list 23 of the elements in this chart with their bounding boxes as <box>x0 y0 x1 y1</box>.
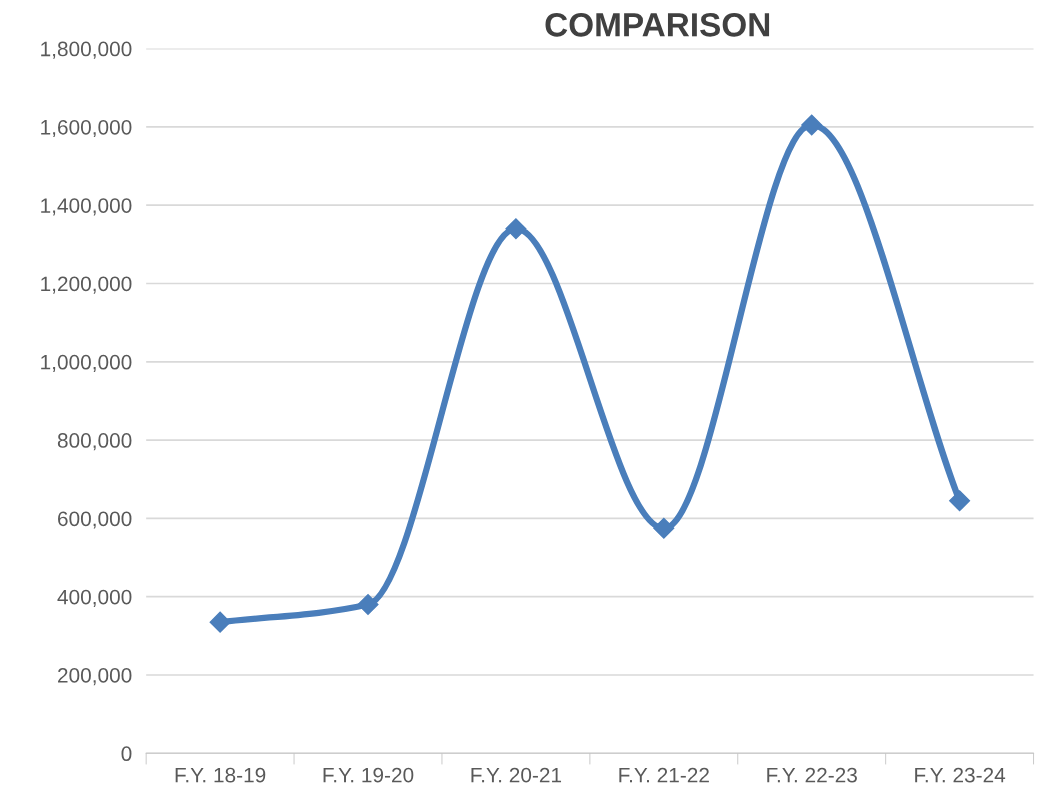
y-tick-label: 200,000 <box>58 668 132 686</box>
x-tick-label: F.Y. 23-24 <box>915 767 1006 783</box>
x-tick-label: F.Y. 18-19 <box>175 767 266 783</box>
y-tick-label: 400,000 <box>57 589 132 607</box>
y-tick-label: 0 <box>121 746 132 762</box>
y-tick-label: 1,400,000 <box>41 198 132 216</box>
x-tick-label: F.Y. 22-23 <box>767 767 857 783</box>
point <box>653 517 675 539</box>
x-tick-label: F.Y. 20-21 <box>471 767 562 783</box>
y-tick-label: 800,000 <box>57 433 132 451</box>
y-tick-label: 600,000 <box>58 511 132 529</box>
x-tick-label: F.Y. 19-20 <box>323 767 414 783</box>
y-tick-label: 1,200,000 <box>41 276 132 294</box>
point <box>209 611 231 633</box>
y-tick-label: 1,600,000 <box>41 119 132 138</box>
y-tick-label: 1,800,000 <box>41 41 132 59</box>
point <box>357 594 379 616</box>
y-tick-label: 1,000,000 <box>41 354 132 373</box>
point <box>801 114 823 136</box>
point <box>505 218 527 240</box>
point <box>949 490 971 512</box>
x-tick-label: F.Y. 21-22 <box>619 767 709 783</box>
chart-title: COMPARISON <box>545 13 770 37</box>
